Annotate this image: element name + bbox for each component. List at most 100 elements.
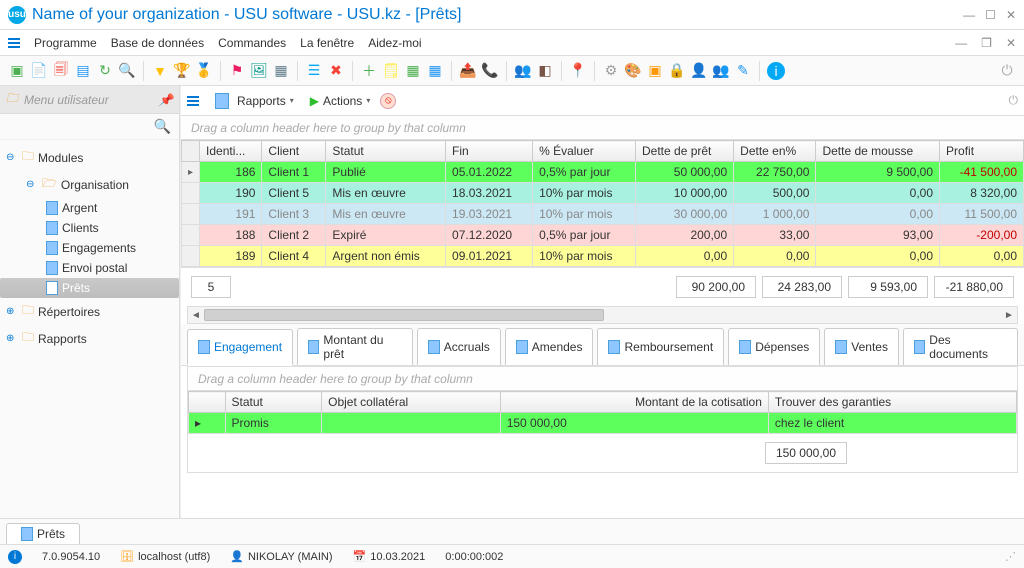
toolbar-rss-icon[interactable]: ▣ <box>646 62 664 80</box>
toolbar-excel-icon[interactable]: ▦ <box>404 62 422 80</box>
col-fin[interactable]: Fin <box>446 141 533 162</box>
scroll-left-icon[interactable]: ◄ <box>188 310 204 321</box>
maximize-button[interactable]: ☐ <box>985 8 996 22</box>
expand-icon[interactable]: ⊕ <box>6 306 18 318</box>
tab-engagement[interactable]: Engagement <box>187 329 293 366</box>
tree-item-argent[interactable]: Argent <box>0 198 179 218</box>
group-hint[interactable]: Drag a column header here to group by th… <box>181 116 1024 140</box>
col-dette[interactable]: Dette de prêt <box>636 141 734 162</box>
expand-icon[interactable]: ⊕ <box>6 333 18 345</box>
toolbar-cross-icon[interactable]: ✖ <box>327 62 345 80</box>
info-icon[interactable]: i <box>8 550 22 564</box>
toolbar-phone-icon[interactable]: 📞 <box>481 62 499 80</box>
mdi-minimize-icon[interactable]: — <box>955 36 967 50</box>
toolbar-list-icon[interactable]: ☰ <box>305 62 323 80</box>
col-id[interactable]: Identi... <box>200 141 262 162</box>
bottom-tab-prets[interactable]: Prêts <box>6 523 80 544</box>
tab-documents[interactable]: Des documents <box>903 328 1018 365</box>
tree-item-engagements[interactable]: Engagements <box>0 238 179 258</box>
toolbar-icon-3[interactable]: 🗐 <box>52 62 70 80</box>
scroll-right-icon[interactable]: ► <box>1001 310 1017 321</box>
toolbar-icon-2[interactable]: 📄 <box>30 62 48 80</box>
toolbar-palette-icon[interactable]: 🎨 <box>624 62 642 80</box>
menu-base[interactable]: Base de données <box>111 36 204 50</box>
toolbar-search-icon[interactable]: 🔍 <box>118 62 136 80</box>
mdi-restore-icon[interactable]: ❐ <box>981 36 992 50</box>
tree-organisation[interactable]: ⊖ 🗁 Organisation <box>0 171 179 198</box>
toolbar-word-icon[interactable]: ▦ <box>426 62 444 80</box>
rapports-button[interactable]: Rapports▾ <box>209 91 300 111</box>
menu-commandes[interactable]: Commandes <box>218 36 286 50</box>
tree-rapports[interactable]: ⊕ 🗀 Rapports <box>0 325 179 352</box>
toolbar-lock-icon[interactable]: 🔒 <box>668 62 686 80</box>
col-profit[interactable]: Profit <box>940 141 1024 162</box>
toolbar-refresh-icon[interactable]: ↻ <box>96 62 114 80</box>
minimize-button[interactable]: — <box>963 8 975 22</box>
sidebar-search[interactable]: 🔍 <box>0 114 179 140</box>
dcol-montant[interactable]: Montant de la cotisation <box>500 392 768 413</box>
resize-grip-icon[interactable]: ⋰ <box>1005 550 1016 563</box>
toolbar-note-icon[interactable]: 🗒 <box>382 62 400 80</box>
detail-row[interactable]: ▸ Promis 150 000,00 chez le client <box>189 413 1017 434</box>
close-button[interactable]: ✕ <box>1006 8 1016 22</box>
col-client[interactable]: Client <box>262 141 326 162</box>
tab-montant[interactable]: Montant du prêt <box>297 328 413 365</box>
menu-fenetre[interactable]: La fenêtre <box>300 36 354 50</box>
tree-modules[interactable]: ⊖ 🗀 Modules <box>0 144 179 171</box>
dcol-statut[interactable]: Statut <box>225 392 322 413</box>
tab-accruals[interactable]: Accruals <box>417 328 501 365</box>
toolbar-users-icon[interactable]: 👥 <box>514 62 532 80</box>
tab-ventes[interactable]: Ventes <box>824 328 899 365</box>
power-icon[interactable]: ⏻ <box>1009 93 1019 108</box>
toolbar-medal-icon[interactable]: 🥇 <box>195 62 213 80</box>
toolbar-send-icon[interactable]: 📤 <box>459 62 477 80</box>
menu-aide[interactable]: Aidez-moi <box>368 36 421 50</box>
toolbar-info-icon[interactable]: i <box>767 62 785 80</box>
toolbar-trophy-icon[interactable]: 🏆 <box>173 62 191 80</box>
toolbar-power-icon[interactable]: ⏻ <box>998 62 1016 80</box>
stop-icon[interactable]: ⦸ <box>380 93 396 109</box>
table-row[interactable]: 189Client 4Argent non émis09.01.202110% … <box>182 246 1024 267</box>
tab-amendes[interactable]: Amendes <box>505 328 594 365</box>
toolbar-icon-5[interactable]: ▦ <box>272 62 290 80</box>
col-eval[interactable]: % Évaluer <box>533 141 636 162</box>
mdi-close-icon[interactable]: ✕ <box>1006 36 1016 50</box>
tab-remboursement[interactable]: Remboursement <box>597 328 724 365</box>
col-dettepc[interactable]: Dette en% <box>734 141 816 162</box>
menu-icon[interactable] <box>8 38 20 48</box>
tab-depenses[interactable]: Dépenses <box>728 328 820 365</box>
col-statut[interactable]: Statut <box>326 141 446 162</box>
scroll-thumb[interactable] <box>204 309 604 321</box>
toolbar-image-icon[interactable]: 🖼 <box>250 62 268 80</box>
detail-group-hint[interactable]: Drag a column header here to group by th… <box>188 367 1017 391</box>
menu-icon[interactable] <box>187 96 199 106</box>
table-row[interactable]: 190Client 5Mis en œuvre18.03.202110% par… <box>182 183 1024 204</box>
toolbar-user-icon[interactable]: 👤 <box>690 62 708 80</box>
collapse-icon[interactable]: ⊖ <box>26 179 38 191</box>
toolbar-group-icon[interactable]: 👥 <box>712 62 730 80</box>
h-scrollbar[interactable]: ◄ ► <box>187 306 1018 324</box>
tree-item-envoi[interactable]: Envoi postal <box>0 258 179 278</box>
toolbar-wand-icon[interactable]: ✎ <box>734 62 752 80</box>
toolbar-icon-4[interactable]: ▤ <box>74 62 92 80</box>
toolbar-pin-icon[interactable]: 📍 <box>569 62 587 80</box>
table-row[interactable]: 191Client 3Mis en œuvre19.03.202110% par… <box>182 204 1024 225</box>
actions-button[interactable]: ▶Actions▾ <box>304 92 377 110</box>
pin-icon[interactable]: 📌 <box>158 93 173 107</box>
tree-repertoires[interactable]: ⊕ 🗀 Répertoires <box>0 298 179 325</box>
tree-item-clients[interactable]: Clients <box>0 218 179 238</box>
menu-programme[interactable]: Programme <box>34 36 97 50</box>
toolbar-filter-icon[interactable]: ▼ <box>151 62 169 80</box>
table-row[interactable]: 188Client 2Expiré07.12.20200,5% par jour… <box>182 225 1024 246</box>
dcol-objet[interactable]: Objet collatéral <box>322 392 501 413</box>
table-row[interactable]: ▸186Client 1Publié05.01.20220,5% par jou… <box>182 162 1024 183</box>
collapse-icon[interactable]: ⊖ <box>6 152 18 164</box>
toolbar-flag-icon[interactable]: ⚑ <box>228 62 246 80</box>
toolbar-icon-1[interactable]: ▣ <box>8 62 26 80</box>
col-mousse[interactable]: Dette de mousse <box>816 141 940 162</box>
toolbar-gear-icon[interactable]: ⚙ <box>602 62 620 80</box>
dcol-trouver[interactable]: Trouver des garanties <box>768 392 1016 413</box>
tree-item-prets[interactable]: Prêts <box>0 278 179 298</box>
toolbar-add-icon[interactable]: ＋ <box>360 62 378 80</box>
toolbar-box-icon[interactable]: ◧ <box>536 62 554 80</box>
